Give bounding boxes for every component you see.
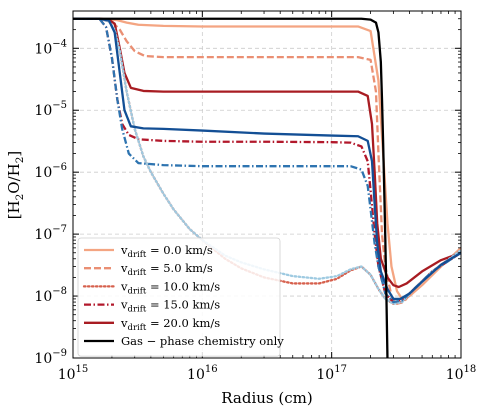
x-tick-label: 1018	[446, 364, 477, 383]
legend-label: vdrift = 10.0 km/s	[120, 279, 220, 296]
x-axis-label: Radius (cm)	[221, 389, 312, 407]
legend-label: Gas − phase chemistry only	[121, 334, 284, 348]
series-line-6	[73, 17, 461, 304]
legend-label: vdrift = 20.0 km/s	[120, 316, 220, 333]
x-tick-label: 1015	[58, 364, 89, 383]
y-tick-label: 10−8	[34, 286, 67, 305]
series-line-7	[73, 17, 461, 301]
x-tick-label: 1017	[316, 364, 347, 383]
legend-label: vdrift = 5.0 km/s	[120, 261, 213, 278]
y-tick-label: 10−7	[34, 224, 67, 243]
y-axis-label: [H2O/H2]	[5, 151, 26, 220]
legend-label: vdrift = 0.0 km/s	[120, 243, 213, 260]
y-tick-label: 10−9	[34, 348, 67, 367]
legend-label: vdrift = 15.0 km/s	[120, 298, 220, 315]
axis-ticks	[72, 11, 462, 359]
series-line-8	[73, 17, 389, 358]
y-tick-label: 10−4	[34, 38, 67, 57]
x-tick-label: 1016	[187, 364, 218, 383]
tick-labels: 1015 1016 1017 1018 10−9 10−8 10−7 10−6 10−5 10−4	[34, 38, 476, 383]
plot-frame	[72, 10, 462, 359]
legend-box	[77, 237, 281, 357]
y-tick-label: 10−5	[34, 100, 67, 119]
y-tick-label: 10−6	[34, 162, 67, 181]
